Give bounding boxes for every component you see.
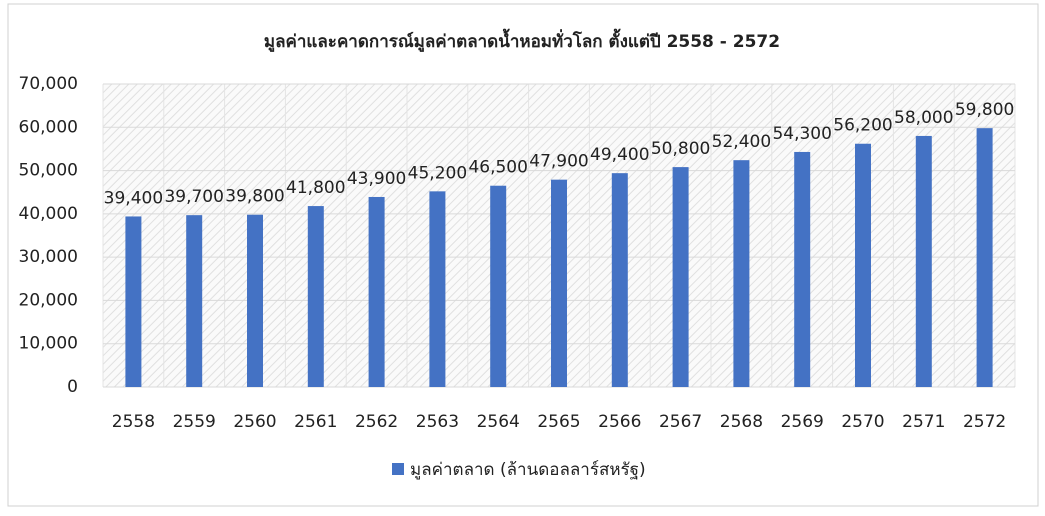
bar xyxy=(672,167,689,387)
bar xyxy=(368,196,385,387)
x-tick-label: 2561 xyxy=(294,412,337,432)
bar xyxy=(915,135,932,387)
chart-title: มูลค่าและคาดการณ์มูลค่าตลาดน้ำหอมทั่วโลก… xyxy=(264,28,780,53)
x-tick-label: 2569 xyxy=(781,412,824,432)
data-label: 56,200 xyxy=(833,116,892,136)
bar xyxy=(794,151,811,387)
x-tick-label: 2560 xyxy=(233,412,276,432)
bar xyxy=(611,173,628,387)
y-tick-label: 70,000 xyxy=(19,74,78,94)
y-tick-label: 10,000 xyxy=(19,334,78,354)
data-label: 41,800 xyxy=(286,178,345,198)
y-tick-label: 50,000 xyxy=(19,161,78,181)
y-tick-label: 30,000 xyxy=(19,247,78,267)
bar xyxy=(551,179,567,387)
x-tick-label: 2570 xyxy=(841,412,884,432)
x-tick-label: 2567 xyxy=(659,412,702,432)
bar xyxy=(247,214,263,387)
x-tick-label: 2572 xyxy=(963,412,1006,432)
legend-swatch xyxy=(392,463,404,475)
x-tick-label: 2564 xyxy=(477,412,520,432)
y-tick-label: 20,000 xyxy=(19,290,78,310)
bar xyxy=(976,128,993,387)
data-label: 52,400 xyxy=(712,132,771,152)
bar xyxy=(307,206,324,387)
y-tick-label: 40,000 xyxy=(19,204,78,224)
y-tick-label: 0 xyxy=(67,377,78,397)
y-tick-label: 60,000 xyxy=(19,117,78,137)
data-label: 49,400 xyxy=(590,145,649,165)
data-label: 39,800 xyxy=(225,187,284,207)
data-label: 43,900 xyxy=(347,169,406,189)
data-label: 47,900 xyxy=(529,152,588,172)
bar xyxy=(733,160,750,387)
x-tick-label: 2558 xyxy=(112,412,155,432)
x-tick-label: 2562 xyxy=(355,412,398,432)
data-label: 39,700 xyxy=(164,187,223,207)
x-tick-label: 2566 xyxy=(598,412,641,432)
bar xyxy=(186,215,203,387)
x-tick-label: 2565 xyxy=(537,412,580,432)
data-label: 50,800 xyxy=(651,139,710,159)
x-tick-label: 2571 xyxy=(902,412,945,432)
x-tick-label: 2568 xyxy=(720,412,763,432)
data-label: 46,500 xyxy=(468,158,527,178)
x-tick-label: 2563 xyxy=(416,412,459,432)
data-label: 54,300 xyxy=(772,124,831,144)
data-label: 59,800 xyxy=(955,100,1014,120)
bar xyxy=(125,216,142,387)
bar xyxy=(490,185,507,387)
data-label: 45,200 xyxy=(408,163,467,183)
x-tick-label: 2559 xyxy=(173,412,216,432)
data-label: 58,000 xyxy=(894,108,953,128)
bar xyxy=(855,143,871,387)
legend-label: มูลค่าตลาด (ล้านดอลลาร์สหรัฐ) xyxy=(410,460,646,480)
bar xyxy=(429,191,446,387)
data-label: 39,400 xyxy=(104,188,163,208)
